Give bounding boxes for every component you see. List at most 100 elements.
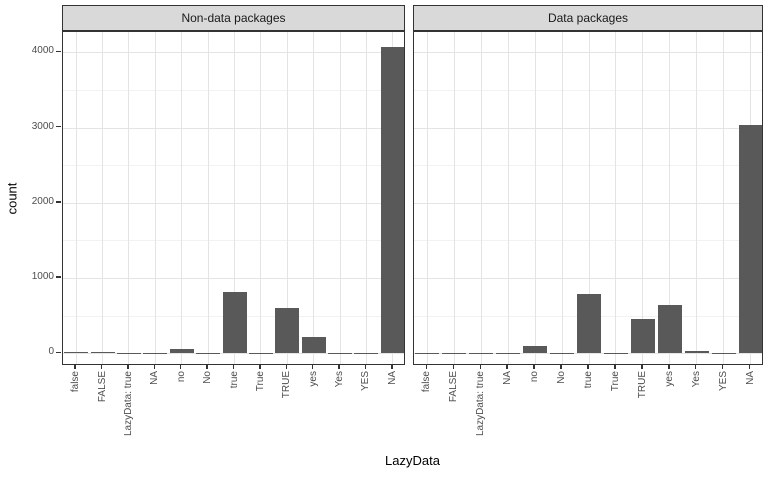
x-axis-tick	[721, 365, 724, 369]
x-axis-tick	[100, 365, 103, 369]
x-axis-tick	[748, 365, 751, 369]
x-axis-tick-label: Yes	[690, 371, 702, 388]
gridline-vertical	[534, 32, 536, 364]
x-axis-tick-label: true	[228, 371, 240, 389]
bar-non-data-packages-12	[380, 47, 404, 354]
x-axis-tick-label: FALSE	[448, 371, 460, 403]
x-axis-tick	[641, 365, 643, 369]
gridline-major	[414, 127, 762, 129]
x-axis-tick-label: Yes	[334, 371, 346, 388]
gridline-minor	[63, 240, 404, 242]
gridline-vertical	[615, 32, 617, 364]
x-axis-tick	[614, 365, 616, 369]
gridline-major	[414, 278, 762, 280]
x-axis-tick-label: YES	[360, 371, 372, 392]
bar-non-data-packages-0	[64, 352, 89, 354]
bar-data-packages-7	[603, 352, 628, 354]
x-axis-tick-label: no	[529, 371, 541, 383]
gridline-vertical	[260, 32, 262, 364]
x-axis-tick	[668, 365, 670, 369]
x-axis-title-wrap: LazyData	[62, 452, 763, 470]
bar-non-data-packages-8	[275, 308, 300, 354]
gridline-vertical	[669, 32, 671, 364]
facet-strip-label: Data packages	[547, 11, 629, 25]
y-axis-tick-label: 2000	[31, 195, 54, 207]
x-axis-title: LazyData	[385, 453, 440, 468]
bar-non-data-packages-7	[248, 352, 273, 354]
y-axis-tick-label: 3000	[31, 120, 54, 132]
x-axis-tick	[391, 365, 393, 369]
gridline-vertical	[207, 32, 209, 364]
bar-data-packages-1	[442, 352, 467, 354]
x-axis-tick	[127, 365, 129, 369]
x-axis-tick-label: True	[254, 371, 266, 392]
x-axis-tick	[74, 365, 76, 369]
facet-panel	[62, 31, 405, 365]
x-axis-tick-label: LazyData: true	[475, 371, 487, 437]
x-axis-tick	[425, 365, 428, 369]
bar-data-packages-4	[523, 345, 548, 354]
facet-strip-label: Non-data packages	[181, 11, 286, 25]
bar-non-data-packages-4	[169, 348, 194, 354]
x-axis-tick-label: no	[175, 371, 187, 383]
x-axis-tick	[506, 365, 508, 369]
gridline-major	[414, 353, 762, 355]
gridline-major	[63, 202, 404, 204]
gridline-vertical	[339, 32, 341, 364]
y-axis-tick	[56, 125, 61, 128]
x-axis-tick-label: No	[556, 371, 568, 384]
x-axis-tick-label: yes	[307, 371, 319, 387]
gridline-major	[414, 202, 762, 204]
y-axis-tick-label: 4000	[31, 45, 54, 57]
gridline-vertical	[234, 32, 235, 364]
x-axis-tick	[452, 365, 455, 369]
x-axis-tick	[206, 365, 208, 369]
gridline-vertical	[453, 32, 455, 364]
gridline-vertical	[588, 32, 590, 364]
gridline-vertical	[102, 32, 104, 364]
y-axis-tick	[56, 351, 61, 354]
gridline-vertical	[286, 32, 288, 364]
gridline-vertical	[561, 32, 563, 364]
bar-data-packages-0	[415, 352, 440, 354]
x-axis-tick-label: No	[202, 371, 214, 384]
x-axis-tick-label: TRUE	[636, 371, 648, 399]
x-axis-tick-label: True	[609, 371, 621, 392]
x-axis-tick	[153, 365, 156, 369]
gridline-vertical	[507, 32, 509, 364]
gridline-minor	[414, 240, 762, 242]
gridline-vertical	[313, 32, 315, 364]
gridline-vertical	[723, 32, 725, 364]
bar-non-data-packages-6	[222, 291, 247, 354]
gridline-vertical	[480, 32, 482, 364]
x-axis-tick-label: false	[70, 371, 82, 393]
gridline-vertical	[696, 32, 698, 364]
x-axis-tick	[479, 365, 482, 369]
gridline-major	[63, 278, 404, 280]
bar-non-data-packages-10	[328, 352, 353, 354]
facet-panel	[413, 31, 763, 365]
x-axis-tick	[259, 365, 261, 369]
x-axis-tick-label: NA	[149, 371, 161, 385]
x-axis-tick-label: yes	[663, 371, 675, 387]
bar-data-packages-9	[657, 305, 682, 354]
bar-non-data-packages-1	[90, 352, 115, 354]
gridline-vertical	[426, 32, 428, 364]
facet-strip: Data packages	[413, 5, 763, 31]
x-axis-tick	[364, 365, 367, 369]
x-axis-tick-label: FALSE	[96, 371, 108, 403]
gridline-major	[63, 127, 404, 129]
gridline-minor	[414, 165, 762, 167]
x-axis-tick	[587, 365, 589, 369]
bar-data-packages-10	[684, 350, 709, 354]
x-axis-tick	[311, 365, 314, 369]
gridline-vertical	[181, 32, 183, 364]
x-axis-tick-label: NA	[386, 371, 398, 385]
x-axis-tick-label: false	[421, 371, 433, 393]
bar-data-packages-12	[738, 125, 762, 354]
gridline-major	[63, 52, 404, 54]
bar-non-data-packages-3	[143, 352, 168, 354]
gridline-minor	[63, 89, 404, 91]
gridline-vertical	[154, 32, 156, 364]
